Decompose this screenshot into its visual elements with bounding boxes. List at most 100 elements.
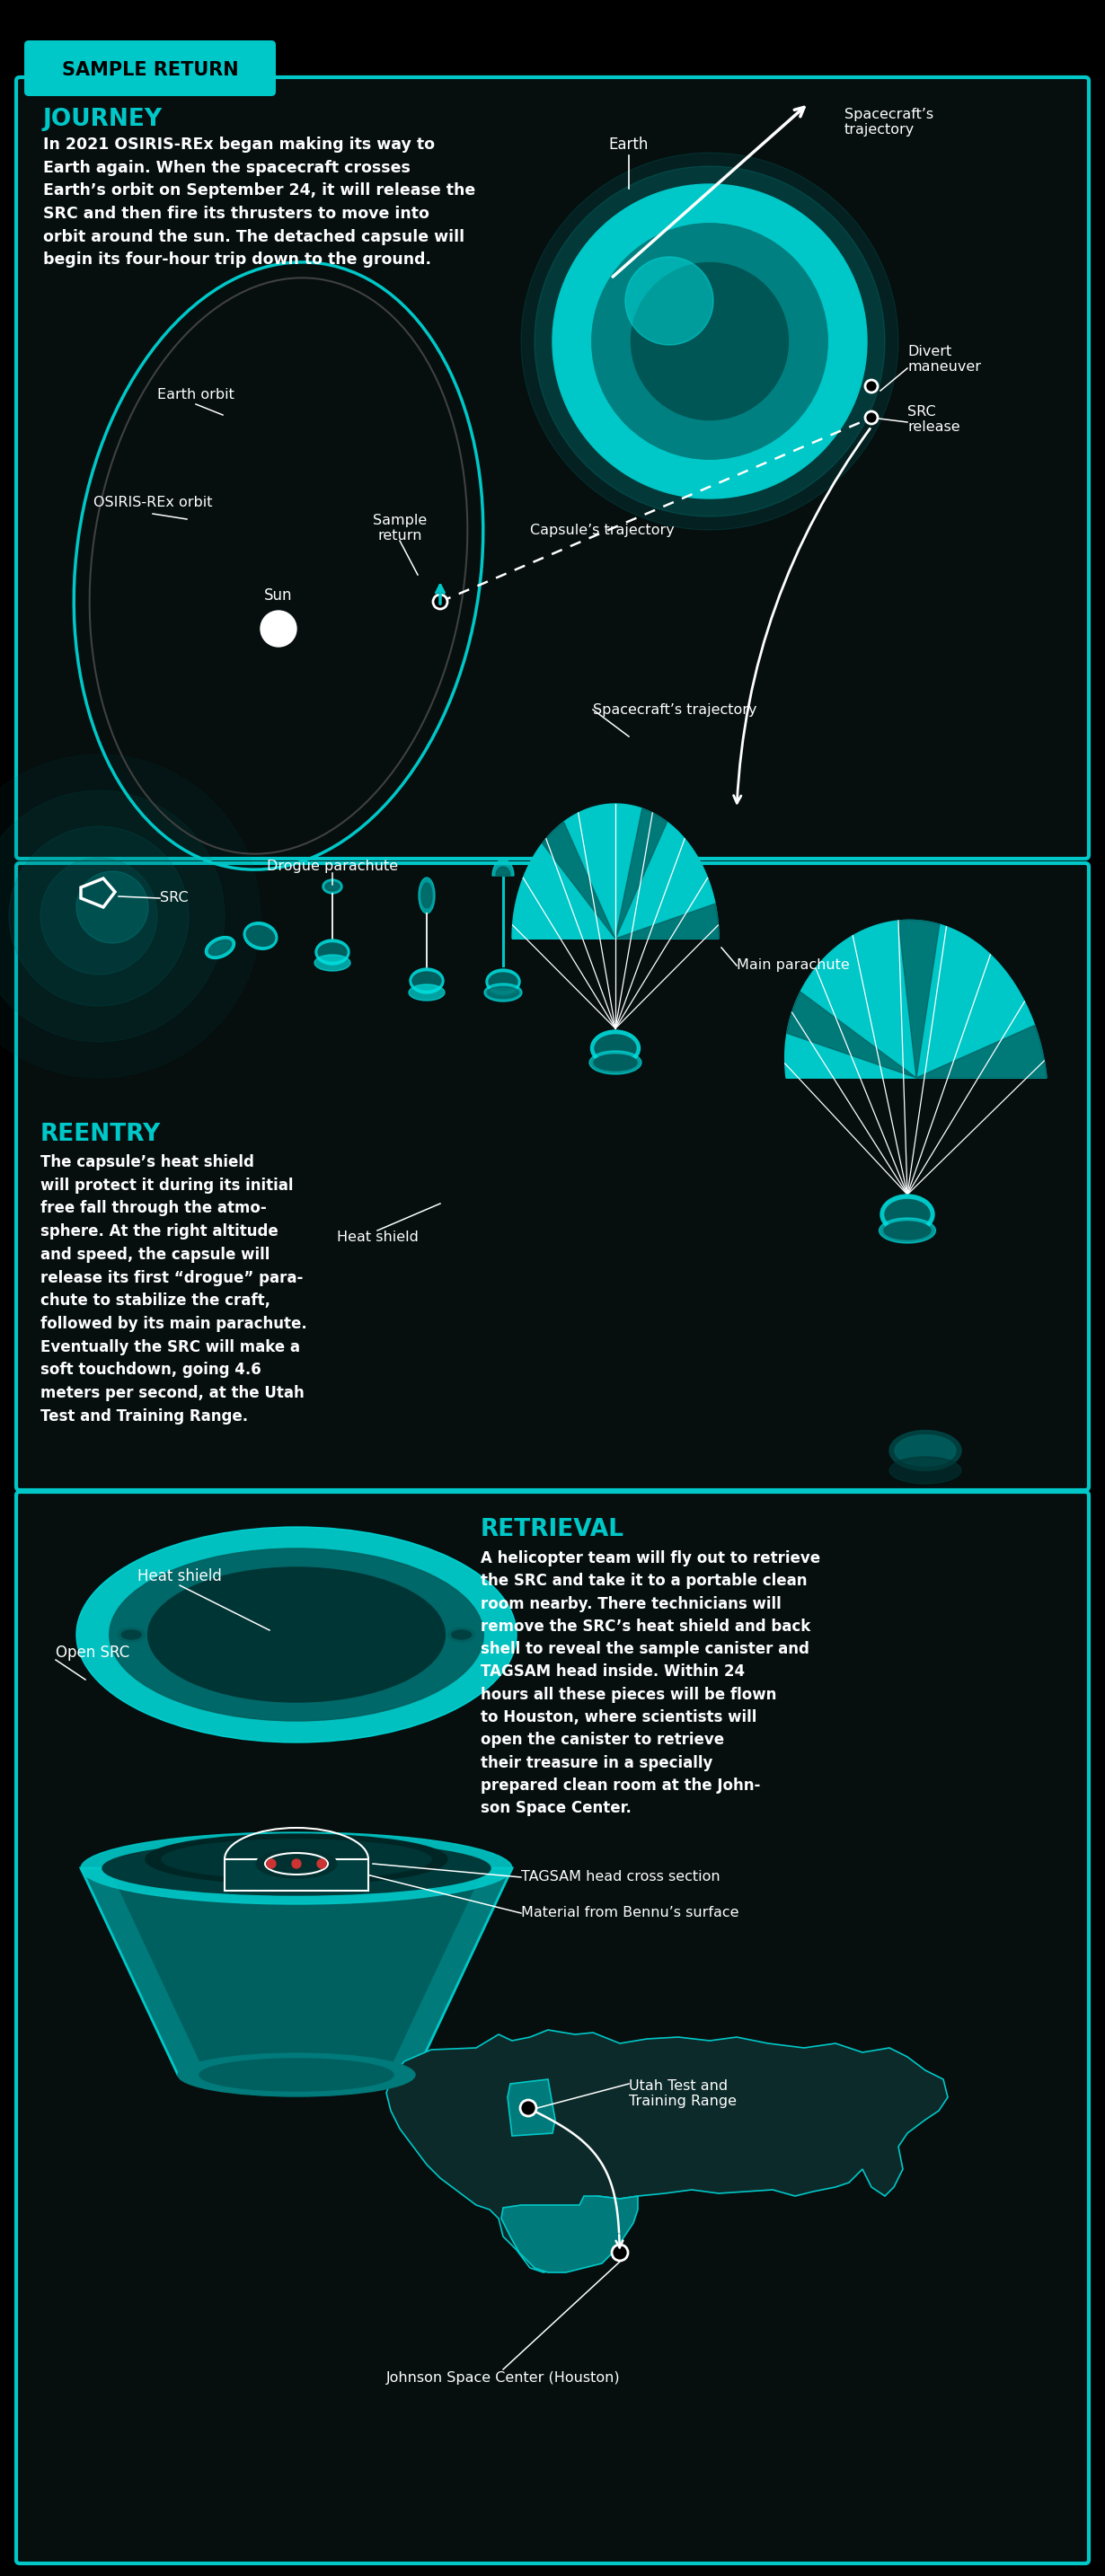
FancyBboxPatch shape — [24, 41, 276, 95]
Text: RETRIEVAL: RETRIEVAL — [481, 1517, 624, 1540]
Polygon shape — [507, 2079, 555, 2136]
Text: The capsule’s heat shield
will protect it during its initial
free fall through t: The capsule’s heat shield will protect i… — [41, 1154, 307, 1425]
Circle shape — [0, 791, 224, 1041]
Ellipse shape — [178, 2053, 415, 2097]
Polygon shape — [898, 920, 939, 1077]
FancyBboxPatch shape — [17, 77, 1088, 858]
Text: Material from Bennu’s surface: Material from Bennu’s surface — [522, 1906, 739, 1919]
Text: Earth: Earth — [609, 137, 649, 152]
Ellipse shape — [890, 1458, 961, 1484]
Circle shape — [535, 167, 885, 515]
Circle shape — [261, 611, 296, 647]
Circle shape — [433, 595, 448, 608]
Text: Capsule’s trajectory: Capsule’s trajectory — [530, 523, 674, 536]
Circle shape — [520, 2099, 536, 2115]
Polygon shape — [916, 1025, 1046, 1077]
Text: JOURNEY: JOURNEY — [43, 108, 162, 131]
Polygon shape — [785, 920, 1046, 1077]
Ellipse shape — [118, 1628, 145, 1641]
Circle shape — [9, 827, 189, 1007]
Text: A helicopter team will fly out to retrieve
the SRC and take it to a portable cle: A helicopter team will fly out to retrie… — [481, 1551, 820, 1816]
Text: Sun: Sun — [264, 587, 293, 603]
Polygon shape — [615, 809, 667, 938]
Ellipse shape — [325, 881, 339, 891]
Polygon shape — [787, 992, 916, 1077]
Ellipse shape — [315, 956, 350, 971]
Circle shape — [76, 871, 148, 943]
Ellipse shape — [589, 1051, 641, 1074]
Circle shape — [0, 755, 261, 1077]
Text: Utah Test and
Training Range: Utah Test and Training Range — [629, 2079, 737, 2107]
Ellipse shape — [109, 1548, 484, 1721]
Text: TAGSAM head cross section: TAGSAM head cross section — [522, 1870, 720, 1883]
Text: Main parachute: Main parachute — [737, 958, 850, 971]
Ellipse shape — [486, 969, 520, 994]
Ellipse shape — [246, 925, 275, 945]
Ellipse shape — [148, 1566, 445, 1703]
Circle shape — [865, 412, 877, 425]
Ellipse shape — [884, 1221, 930, 1239]
Polygon shape — [224, 1860, 368, 1891]
Circle shape — [625, 258, 714, 345]
Circle shape — [266, 1860, 276, 1868]
Ellipse shape — [421, 884, 432, 909]
Ellipse shape — [81, 1832, 512, 1904]
Ellipse shape — [881, 1195, 935, 1234]
Text: Heat shield: Heat shield — [137, 1569, 222, 1584]
Circle shape — [317, 1860, 326, 1868]
Ellipse shape — [256, 1850, 337, 1878]
Ellipse shape — [880, 1218, 936, 1244]
Circle shape — [612, 2244, 628, 2262]
Text: REENTRY: REENTRY — [41, 1123, 161, 1146]
Ellipse shape — [146, 1834, 448, 1886]
Ellipse shape — [161, 1839, 431, 1878]
Text: SRC
release: SRC release — [907, 404, 960, 433]
Polygon shape — [496, 866, 511, 876]
Circle shape — [41, 858, 157, 974]
Text: In 2021 OSIRIS-REx began making its way to
Earth again. When the spacecraft cros: In 2021 OSIRIS-REx began making its way … — [43, 137, 475, 268]
Text: OSIRIS-REx orbit: OSIRIS-REx orbit — [93, 497, 212, 510]
FancyBboxPatch shape — [17, 863, 1088, 1489]
Circle shape — [592, 224, 828, 459]
Ellipse shape — [122, 1631, 141, 1638]
Ellipse shape — [593, 1054, 636, 1072]
Ellipse shape — [410, 969, 444, 994]
Circle shape — [522, 152, 898, 531]
Text: Drogue parachute: Drogue parachute — [266, 860, 398, 873]
Text: Sample
return: Sample return — [372, 513, 427, 544]
Ellipse shape — [419, 878, 434, 914]
Ellipse shape — [594, 1036, 636, 1061]
Polygon shape — [113, 1878, 480, 2061]
Text: SRC: SRC — [160, 891, 188, 904]
Ellipse shape — [323, 878, 343, 894]
Text: Open SRC: Open SRC — [55, 1643, 129, 1662]
Text: Spacecraft’s trajectory: Spacecraft’s trajectory — [593, 703, 757, 716]
Circle shape — [552, 183, 867, 500]
Polygon shape — [543, 822, 615, 938]
Ellipse shape — [452, 1631, 472, 1638]
Ellipse shape — [199, 2058, 393, 2092]
Ellipse shape — [315, 940, 349, 963]
Ellipse shape — [484, 984, 522, 1002]
Polygon shape — [493, 860, 514, 876]
Ellipse shape — [318, 943, 347, 961]
Ellipse shape — [209, 940, 231, 956]
Polygon shape — [502, 2197, 638, 2272]
Ellipse shape — [409, 984, 444, 999]
Ellipse shape — [591, 1030, 640, 1066]
Ellipse shape — [488, 974, 517, 992]
Ellipse shape — [103, 1842, 491, 1896]
Ellipse shape — [895, 1435, 956, 1466]
Text: Divert
maneuver: Divert maneuver — [907, 345, 981, 374]
Polygon shape — [615, 904, 718, 938]
Text: Heat shield: Heat shield — [337, 1231, 418, 1244]
Polygon shape — [512, 804, 718, 938]
Ellipse shape — [885, 1200, 929, 1229]
Ellipse shape — [487, 987, 519, 999]
Circle shape — [865, 379, 877, 392]
Text: Johnson Space Center (Houston): Johnson Space Center (Houston) — [386, 2372, 620, 2385]
Polygon shape — [81, 1868, 512, 2074]
Circle shape — [631, 263, 788, 420]
Ellipse shape — [206, 938, 235, 958]
Polygon shape — [387, 2030, 948, 2272]
